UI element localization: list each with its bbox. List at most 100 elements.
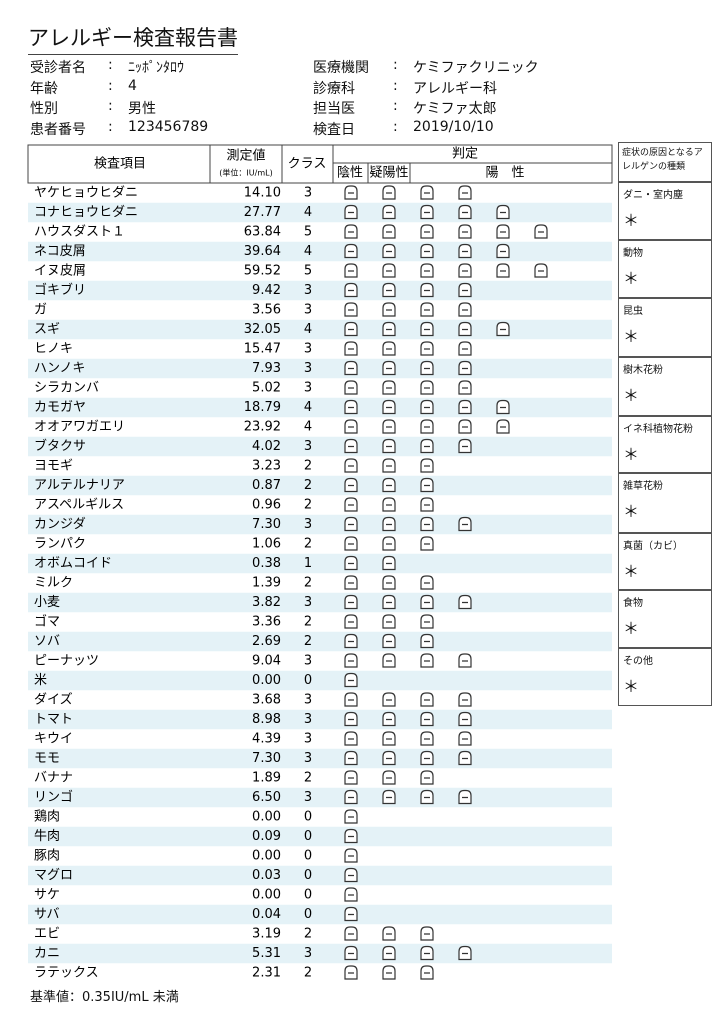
judgement-icon bbox=[458, 789, 472, 805]
judgement-icon bbox=[420, 321, 434, 337]
info-separator: : bbox=[393, 77, 398, 94]
judgement-icon bbox=[344, 185, 358, 200]
result-table: 検査項目測定値(単位：IU/mL)クラス判定陰性 疑陽性陽 性ヤケヒョウヒダニ 14… bbox=[27, 144, 613, 981]
header-borderline: 疑陽性 bbox=[369, 165, 408, 181]
item-class: 3 bbox=[304, 732, 312, 747]
item-name: ゴキブリ bbox=[34, 282, 86, 298]
judgement-icon bbox=[344, 828, 358, 844]
judgement-icon bbox=[420, 360, 434, 376]
item-value: 39.64 bbox=[244, 244, 281, 259]
item-name: ブタクサ bbox=[34, 438, 86, 454]
legend-mark: ＊ bbox=[623, 445, 640, 464]
item-name: ヤケヒョウヒダニ bbox=[34, 186, 138, 201]
info-separator: : bbox=[108, 57, 113, 73]
item-name: ゴマ bbox=[34, 614, 60, 630]
info-label: 検査日 bbox=[313, 121, 355, 138]
item-value: 27.77 bbox=[244, 205, 281, 220]
judgement-icon bbox=[420, 692, 434, 707]
item-value: 0.09 bbox=[252, 829, 281, 844]
judgement-icon bbox=[458, 224, 472, 239]
item-value: 0.38 bbox=[252, 556, 281, 571]
item-name: トマト bbox=[34, 712, 73, 727]
item-class: 2 bbox=[304, 634, 312, 649]
judgement-icon bbox=[420, 341, 434, 356]
judgement-icon bbox=[496, 399, 510, 415]
legend-label: 樹木花粉 bbox=[623, 365, 663, 376]
judgement-icon bbox=[458, 516, 472, 532]
item-value: 5.31 bbox=[252, 946, 281, 961]
judgement-icon bbox=[344, 633, 358, 649]
item-value: 3.56 bbox=[252, 303, 281, 318]
row-stripe bbox=[28, 397, 612, 418]
item-class: 0 bbox=[304, 810, 312, 825]
footer: 基準値：0.35IU/mL 未満 bbox=[30, 990, 179, 1005]
judgement-icon bbox=[344, 653, 358, 668]
item-name: コナヒョウヒダニ bbox=[34, 205, 138, 220]
item-value: 0.00 bbox=[252, 810, 281, 825]
legend-label: 真菌（カビ） bbox=[623, 541, 683, 552]
item-value: 63.84 bbox=[244, 225, 281, 240]
item-value: 9.42 bbox=[252, 283, 281, 298]
judgement-icon bbox=[458, 750, 472, 766]
legend-label: 雑草花粉 bbox=[623, 481, 663, 492]
judgement-icon bbox=[344, 731, 358, 746]
item-name: ピーナッツ bbox=[34, 654, 99, 669]
item-value: 8.98 bbox=[252, 712, 281, 727]
legend-box: 雑草花粉 ＊ bbox=[618, 473, 712, 533]
judgement-icon bbox=[344, 360, 358, 376]
judgement-icon bbox=[344, 614, 358, 629]
legend-box: 食物 ＊ bbox=[618, 590, 712, 648]
item-class: 4 bbox=[304, 400, 312, 415]
item-class: 2 bbox=[304, 478, 312, 493]
item-name: ハウスダスト１ bbox=[34, 225, 125, 240]
row-stripe bbox=[28, 241, 612, 262]
row-stripe bbox=[28, 514, 612, 535]
judgement-icon bbox=[382, 243, 396, 259]
judgement-icon bbox=[458, 185, 472, 200]
row-stripe bbox=[28, 865, 612, 886]
judgement-icon bbox=[344, 770, 358, 785]
info-separator: : bbox=[393, 98, 398, 114]
item-name: ラテックス bbox=[34, 966, 99, 981]
item-class: 2 bbox=[304, 771, 312, 786]
item-class: 0 bbox=[304, 868, 312, 883]
judgement-icon bbox=[496, 243, 510, 259]
item-name: シラカンバ bbox=[34, 381, 99, 396]
legend-box: 動物 ＊ bbox=[618, 240, 712, 298]
legend-label: その他 bbox=[623, 656, 653, 667]
item-value: 0.03 bbox=[252, 868, 281, 883]
item-name: ネコ皮屑 bbox=[34, 244, 86, 259]
item-name: モモ bbox=[34, 751, 60, 766]
item-value: 0.96 bbox=[252, 498, 281, 513]
item-class: 4 bbox=[304, 420, 312, 435]
item-value: 23.92 bbox=[244, 420, 281, 435]
item-class: 1 bbox=[304, 556, 312, 571]
legend-box: その他 ＊ bbox=[618, 648, 712, 706]
item-class: 2 bbox=[304, 576, 312, 591]
item-value: 3.23 bbox=[252, 459, 281, 474]
judgement-icon bbox=[382, 614, 396, 629]
item-name: カンジダ bbox=[34, 517, 86, 532]
judgement-icon bbox=[382, 360, 396, 376]
item-value: 0.04 bbox=[252, 907, 281, 922]
judgement-icon bbox=[382, 789, 396, 805]
judgement-icon bbox=[420, 204, 434, 220]
judgement-icon bbox=[344, 302, 358, 317]
judgement-icon bbox=[458, 341, 472, 356]
judgement-icon bbox=[382, 516, 396, 532]
item-name: オボムコイド bbox=[34, 556, 112, 571]
item-class: 2 bbox=[304, 615, 312, 630]
item-value: 0.00 bbox=[252, 888, 281, 903]
item-class: 3 bbox=[304, 595, 312, 610]
legend-label: イネ科植物花粉 bbox=[623, 424, 693, 435]
info-label: 年齢 bbox=[30, 80, 58, 97]
info-value: 123456789 bbox=[128, 118, 209, 135]
judgement-icon bbox=[344, 321, 358, 337]
item-value: 2.31 bbox=[252, 966, 281, 981]
judgement-icon bbox=[344, 341, 358, 356]
judgement-icon bbox=[344, 945, 358, 961]
legend-box: ダニ・室内塵 ＊ bbox=[618, 182, 712, 240]
item-name: ハンノキ bbox=[34, 361, 85, 376]
legend-label: ダニ・室内塵 bbox=[623, 190, 683, 201]
